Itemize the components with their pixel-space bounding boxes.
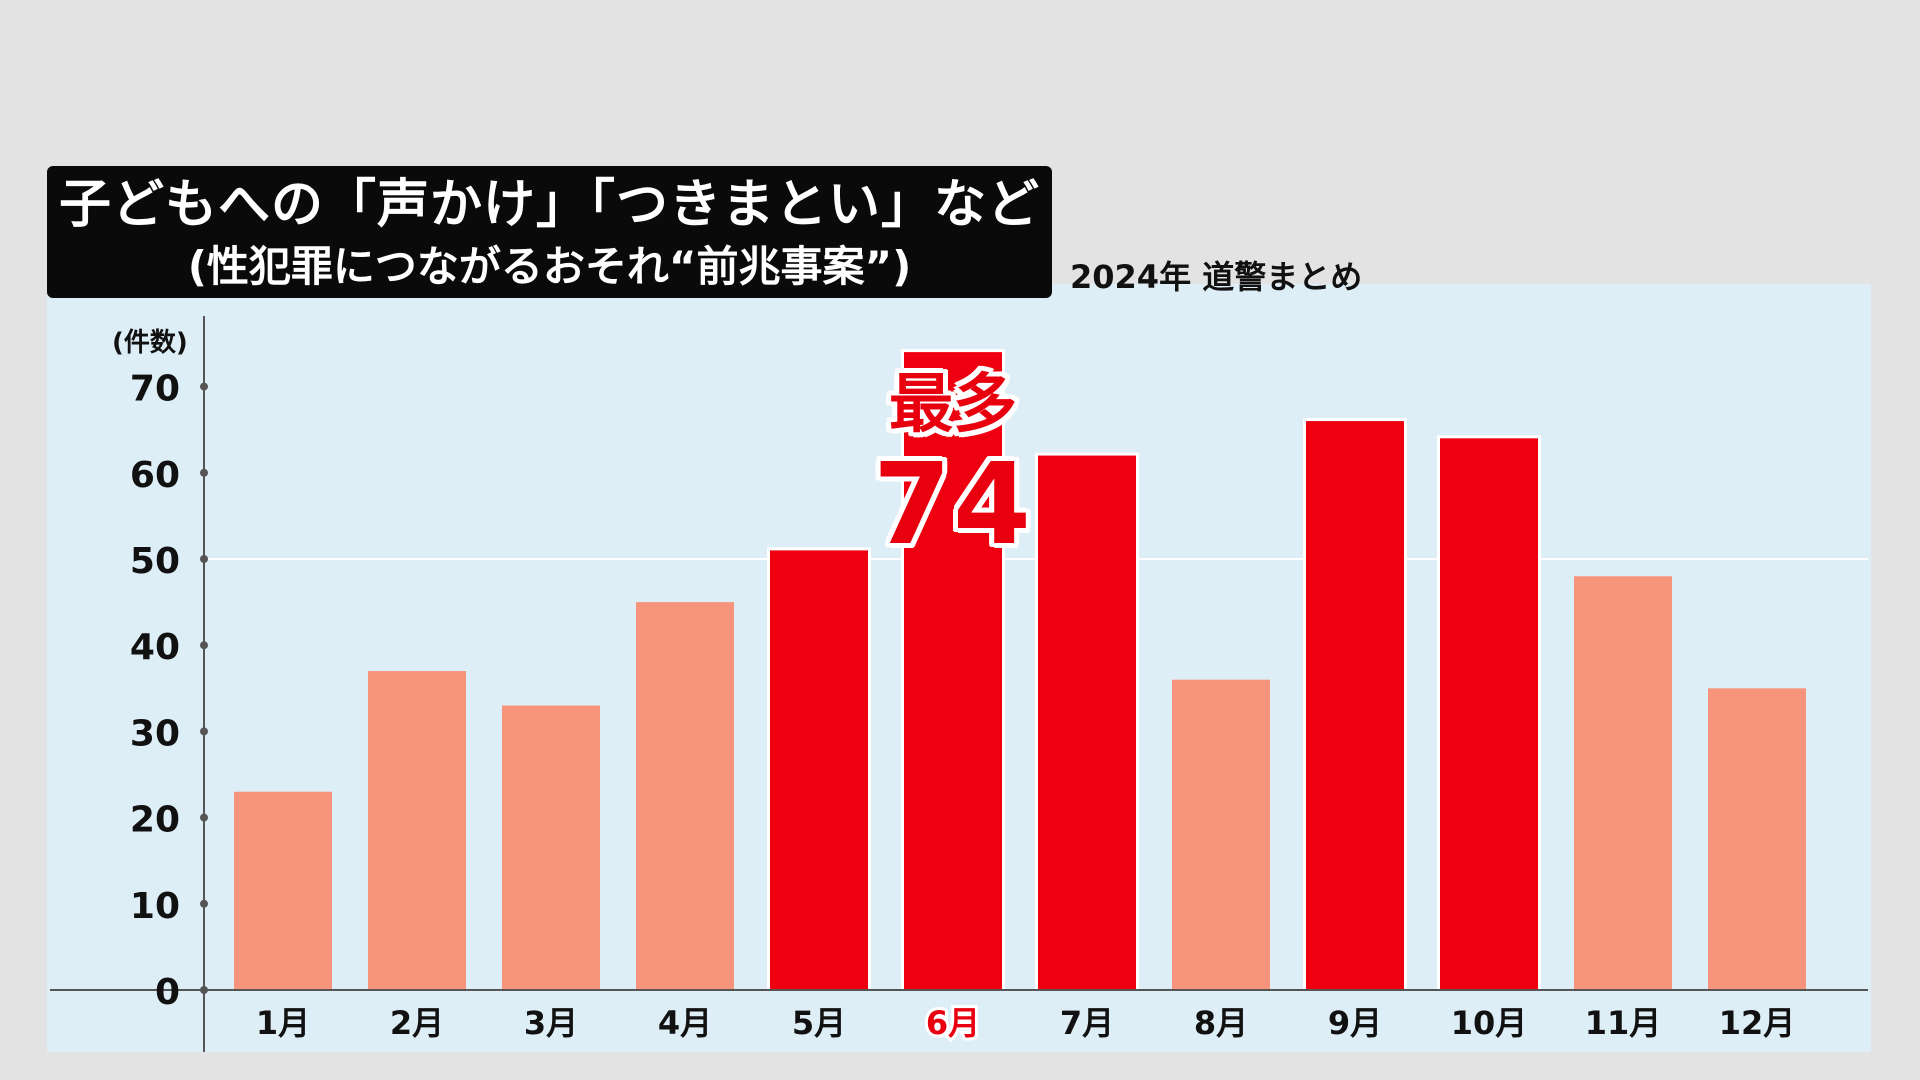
y-tick-dot — [200, 468, 208, 477]
bar — [1038, 455, 1136, 990]
y-tick-dot — [200, 813, 208, 822]
y-tick-label: 50 — [130, 541, 180, 582]
chart-title-box: 子どもへの「声かけ」「つきまとい」など (性犯罪につながるおそれ“前兆事案”) — [47, 166, 1052, 298]
x-tick-label: 8月 — [1194, 1004, 1248, 1042]
y-tick-dot — [200, 899, 208, 908]
y-tick-label: 70 — [130, 369, 180, 410]
x-tick-label: 10月 — [1451, 1004, 1528, 1042]
bar — [904, 352, 1002, 990]
y-tick-label: 10 — [130, 886, 180, 927]
y-tick-label: 30 — [130, 713, 180, 754]
y-tick-label: 60 — [130, 455, 180, 496]
y-tick-dot — [200, 382, 208, 391]
bar — [368, 671, 466, 990]
y-tick-label: 0 — [155, 972, 180, 1013]
bar — [636, 602, 734, 990]
x-tick-label: 2月 — [390, 1004, 444, 1042]
bar — [1172, 679, 1270, 990]
y-axis-label: (件数) — [112, 328, 188, 358]
max-callout-label: 最多 — [889, 368, 1017, 442]
y-tick-dot — [200, 555, 208, 563]
x-tick-label: 3月 — [524, 1004, 578, 1042]
x-tick-label: 1月 — [256, 1004, 310, 1042]
chart-title: 子どもへの「声かけ」「つきまとい」など — [58, 175, 1040, 235]
max-callout: 最多 74 — [858, 365, 1048, 565]
y-tick-dot — [200, 986, 208, 994]
x-tick-label: 7月 — [1060, 1004, 1114, 1042]
y-tick-label: 20 — [130, 800, 180, 841]
x-tick-label: 11月 — [1585, 1004, 1662, 1042]
source-note: 2024年 道警まとめ — [1070, 258, 1363, 296]
bar — [1306, 421, 1404, 991]
x-tick-label: 9月 — [1328, 1004, 1382, 1042]
max-callout-value: 74 — [873, 440, 1033, 570]
bar — [770, 550, 868, 990]
x-tick-label: 5月 — [792, 1004, 846, 1042]
y-tick-dot — [200, 641, 208, 650]
bar — [1440, 438, 1538, 990]
bar — [502, 705, 600, 990]
bar — [234, 791, 332, 990]
x-tick-label: 4月 — [658, 1004, 712, 1042]
chart-subtitle: (性犯罪につながるおそれ“前兆事案”) — [187, 242, 912, 291]
x-tick-label: 12月 — [1719, 1004, 1796, 1042]
bar — [1708, 688, 1806, 990]
y-tick-dot — [200, 727, 208, 736]
bar — [1574, 576, 1672, 990]
y-tick-label: 40 — [130, 627, 180, 668]
x-tick-label: 6月 — [926, 1004, 980, 1042]
